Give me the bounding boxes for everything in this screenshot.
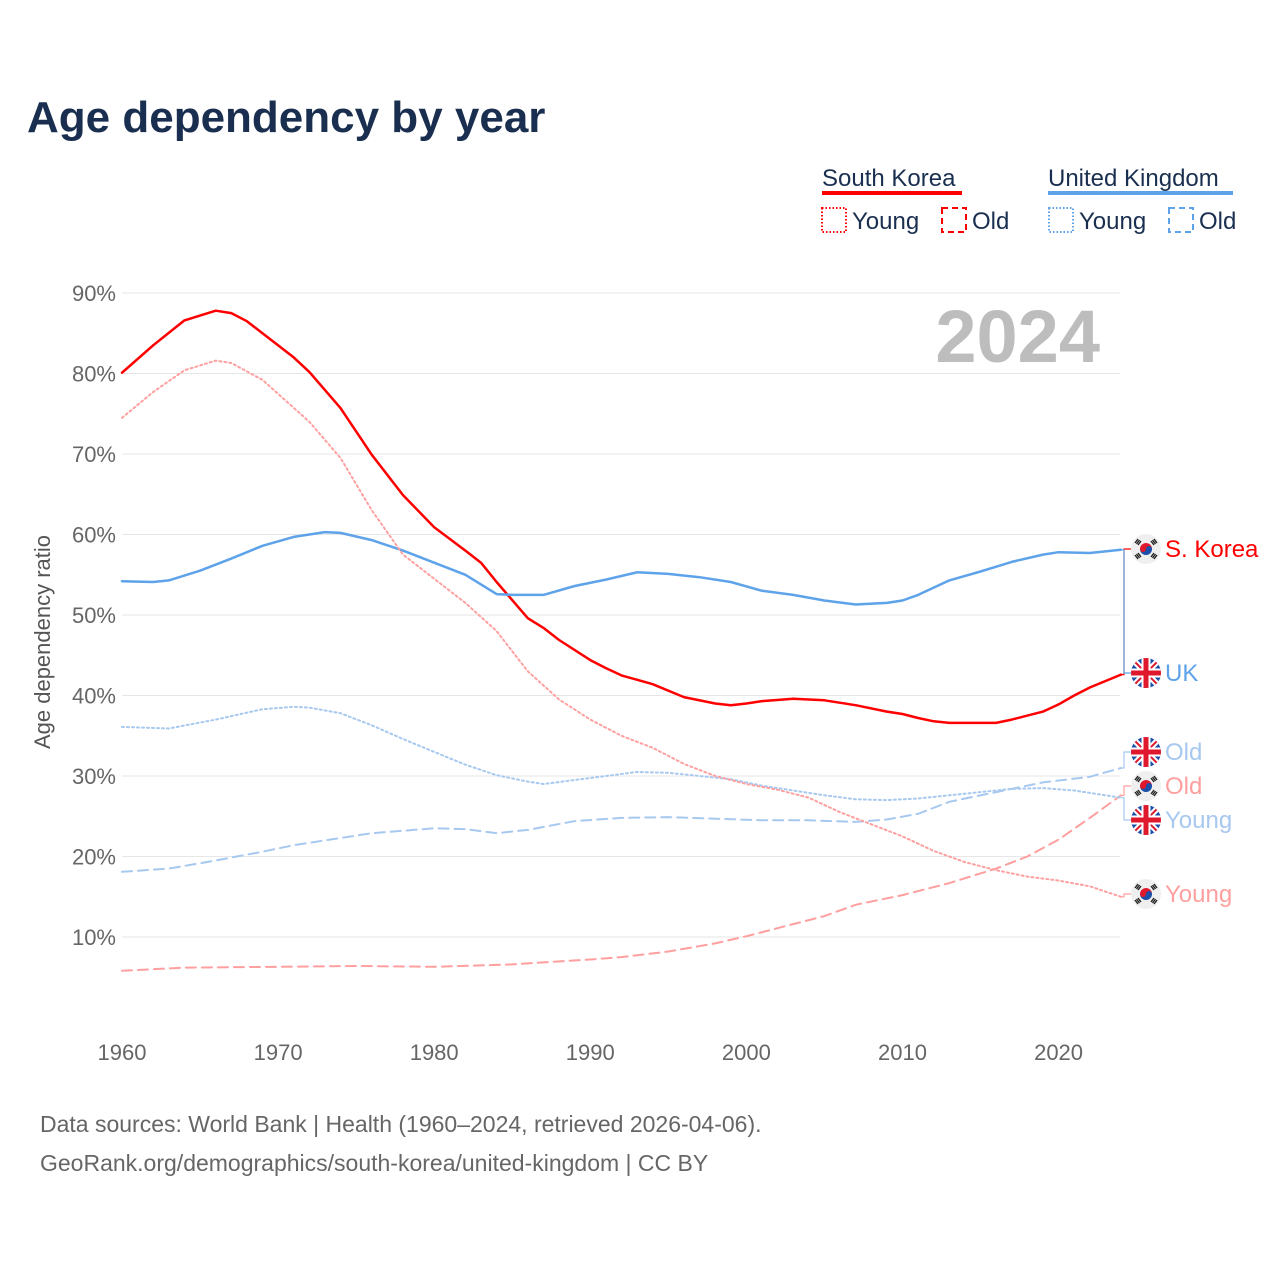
series-end-label: UK: [1165, 660, 1198, 687]
x-tick-label: 1990: [566, 1040, 615, 1065]
gridlines: [122, 292, 1120, 938]
legend-group-united-kingdom: United Kingdom: [1048, 165, 1219, 192]
legend-label-korea-young: Young: [852, 208, 919, 235]
legend-label-korea-old: Old: [972, 208, 1009, 235]
year-watermark: 2024: [935, 295, 1100, 378]
x-tick-label: 2020: [1034, 1040, 1083, 1065]
series-line-s-korea-young: [121, 359, 1122, 898]
series-line-s-korea-old: [121, 794, 1122, 972]
y-tick-label: 70%: [72, 442, 116, 467]
series-line-s-korea: [120, 309, 1123, 725]
south-korea-flag-icon: [1130, 770, 1162, 802]
x-tick-label: 2010: [878, 1040, 927, 1065]
series-end-label: Young: [1165, 807, 1232, 834]
x-tick-label: 1970: [254, 1040, 303, 1065]
label-connector: [1121, 893, 1131, 898]
x-tick-label: 2000: [722, 1040, 771, 1065]
x-tick-label: 1980: [410, 1040, 459, 1065]
y-tick-label: 40%: [72, 684, 116, 709]
legend-label-uk-young: Young: [1079, 208, 1146, 235]
legend-swatch-korea-old: [941, 207, 967, 233]
axes: 10% 20% 30% 40% 50% 60% 70% 80% 90% 1960 1970 1980 1…: [72, 281, 1083, 1065]
uk-flag-icon: [1131, 737, 1161, 767]
chart-title: Age dependency by year: [27, 93, 545, 142]
label-connector: [1121, 751, 1131, 769]
series-end-label: S. Korea: [1165, 536, 1259, 563]
south-korea-flag-icon: [1130, 533, 1162, 565]
legend-swatch-uk-young: [1048, 207, 1074, 233]
legend-label-uk-old: Old: [1199, 208, 1236, 235]
footer-source: Data sources: World Bank | Health (1960–…: [40, 1111, 762, 1137]
legend-swatch-korea-young: [821, 207, 847, 233]
series-end-label: Old: [1165, 773, 1202, 800]
y-tick-label: 90%: [72, 281, 116, 306]
label-connector: [1121, 549, 1131, 674]
y-axis-label: Age dependency ratio: [30, 535, 55, 749]
end-labels: S. Korea UK Old Old Young Young: [1121, 533, 1259, 910]
series-line-uk-young: [121, 705, 1122, 802]
y-tick-label: 80%: [72, 362, 116, 387]
legend-group-south-korea: South Korea: [822, 165, 956, 192]
y-tick-label: 20%: [72, 845, 116, 870]
footer-link[interactable]: GeoRank.org/demographics/south-korea/uni…: [40, 1150, 708, 1176]
series-end-label: Young: [1165, 881, 1232, 908]
uk-flag-icon: [1131, 805, 1161, 835]
series-lines: [120, 309, 1123, 972]
legend: South Korea Young Old United Kingdom You…: [821, 165, 1236, 235]
legend-swatch-uk-old: [1168, 207, 1194, 233]
label-connector: [1121, 785, 1131, 796]
series-line-uk: [120, 530, 1123, 606]
label-connector: [1121, 797, 1131, 821]
uk-flag-icon: [1131, 658, 1161, 688]
y-tick-label: 50%: [72, 603, 116, 628]
y-tick-label: 60%: [72, 523, 116, 548]
series-line-uk-old: [121, 767, 1122, 873]
y-tick-label: 10%: [72, 925, 116, 950]
series-end-label: Old: [1165, 739, 1202, 766]
label-connector: [1121, 548, 1131, 676]
south-korea-flag-icon: [1130, 878, 1162, 910]
x-tick-label: 1960: [98, 1040, 147, 1065]
y-tick-label: 30%: [72, 764, 116, 789]
